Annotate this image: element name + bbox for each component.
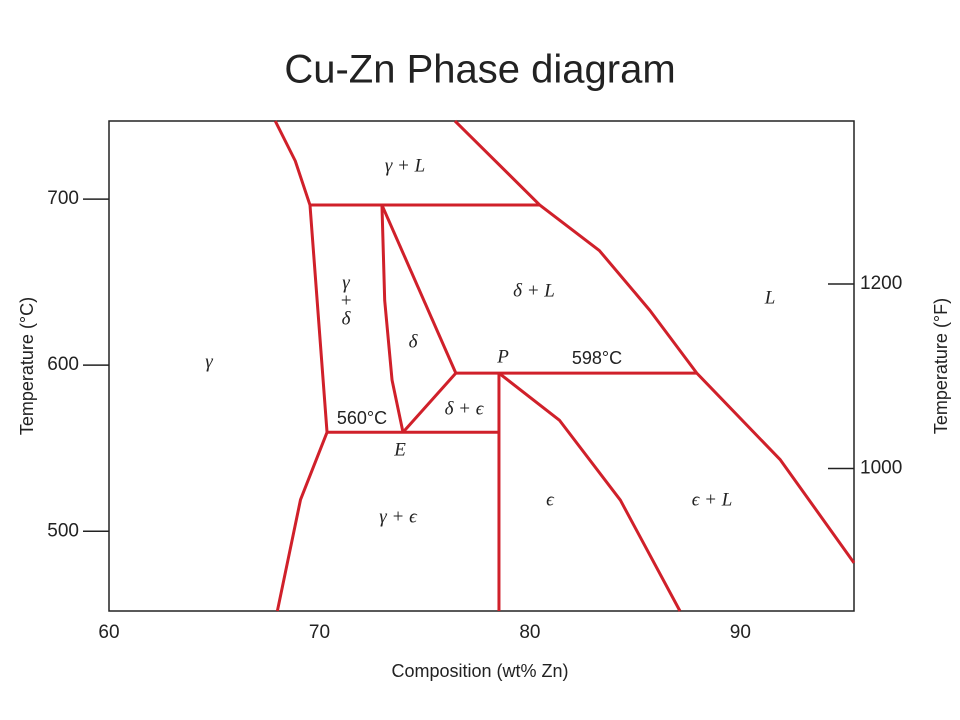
region-label: γ bbox=[205, 351, 213, 372]
region-label: + bbox=[340, 290, 353, 311]
chart-title: Cu-Zn Phase diagram bbox=[284, 48, 675, 92]
phase-boundary bbox=[273, 120, 329, 612]
region-label: γ bbox=[342, 272, 350, 293]
region-label: δ bbox=[409, 331, 419, 352]
x-tick-label: 80 bbox=[519, 622, 540, 643]
y2-tick-label: 1000 bbox=[860, 458, 902, 479]
region-label: 560°C bbox=[337, 408, 387, 428]
region-label: L bbox=[764, 287, 776, 308]
x-tick-label: 60 bbox=[98, 622, 119, 643]
phase-boundary bbox=[453, 119, 856, 564]
x-tick-label: 70 bbox=[309, 622, 330, 643]
region-label: δ bbox=[342, 308, 352, 329]
phase-boundary bbox=[380, 205, 405, 433]
region-label: γ + ϵ bbox=[379, 506, 418, 527]
region-label: ϵ + L bbox=[692, 489, 733, 510]
y2-axis-label: Temperature (°F) bbox=[931, 298, 951, 434]
phase-boundary bbox=[401, 372, 457, 434]
y2-tick-label: 1200 bbox=[860, 273, 902, 294]
region-label: δ + ϵ bbox=[445, 398, 485, 419]
region-label: E bbox=[393, 439, 406, 460]
region-label: 598°C bbox=[572, 348, 622, 368]
plot-frame bbox=[108, 120, 855, 612]
y-tick-label: 600 bbox=[47, 354, 79, 375]
phase-boundary bbox=[498, 371, 682, 612]
region-label: P bbox=[496, 346, 509, 367]
region-label: δ + L bbox=[513, 280, 555, 301]
region-label: γ + L bbox=[385, 155, 425, 176]
x-axis-label: Composition (wt% Zn) bbox=[391, 661, 568, 681]
y-axis-label: Temperature (°C) bbox=[17, 297, 37, 435]
y-tick-label: 700 bbox=[47, 188, 79, 209]
region-label: ϵ bbox=[546, 489, 555, 510]
y-tick-label: 500 bbox=[47, 520, 79, 541]
phase-boundary bbox=[380, 204, 458, 374]
x-tick-label: 90 bbox=[730, 622, 751, 643]
